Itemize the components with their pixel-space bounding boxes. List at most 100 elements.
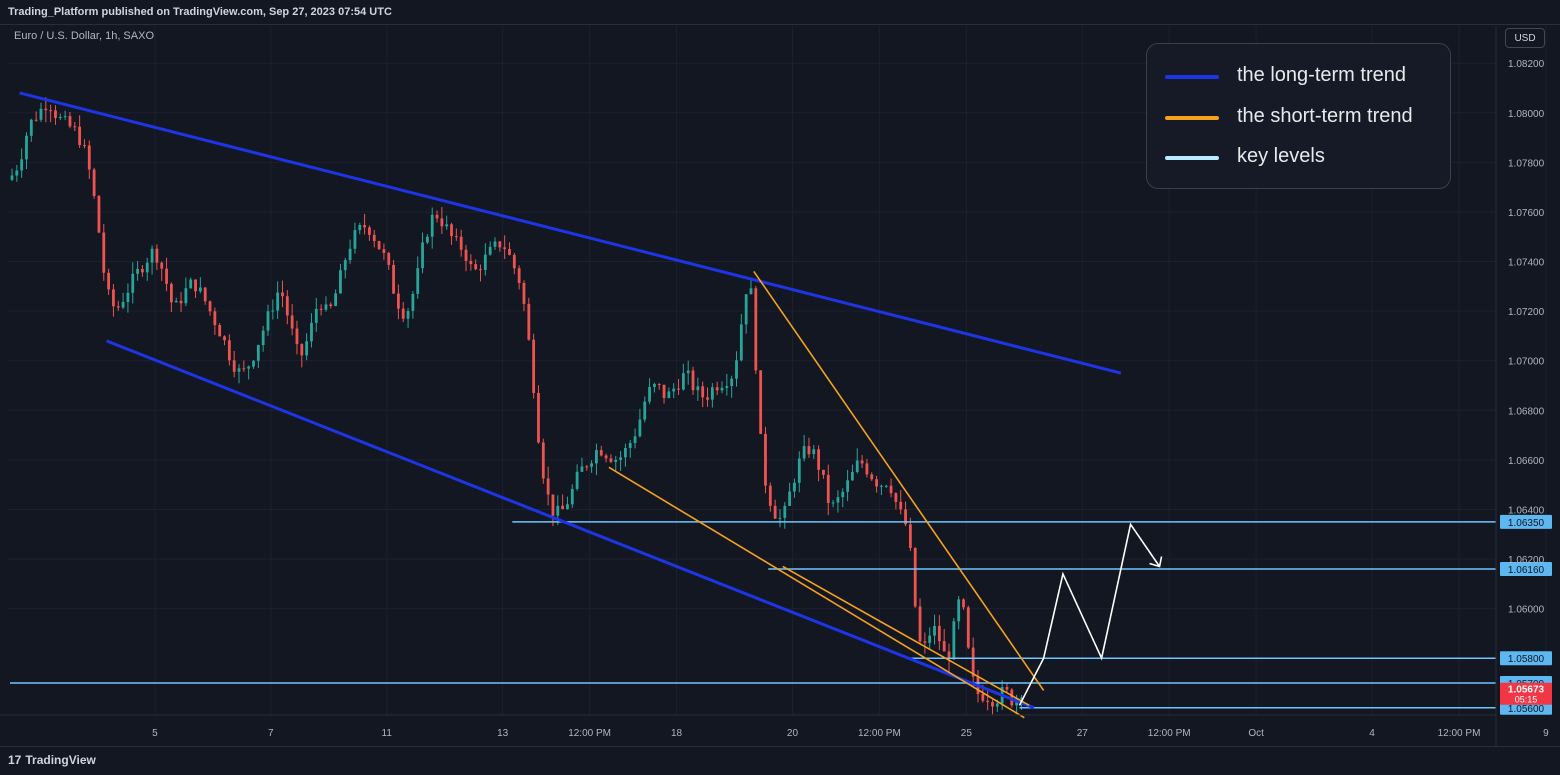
candle-body [160, 262, 164, 269]
candle-body [247, 366, 251, 369]
time-axis: 5 7 11 13 12:00 PM 18 20 12:00 PM 25 27 12:00 PM Oc… [0, 714, 1549, 739]
candle-body [532, 339, 536, 393]
key-level-label: 1.05800 [1508, 654, 1545, 665]
candle-body [904, 509, 907, 525]
legend-swatch-short-term [1165, 116, 1219, 120]
candle-body [599, 450, 603, 456]
candle-body [937, 625, 941, 642]
candle-body [759, 370, 763, 434]
tradingview-logo[interactable]: 17 TradingView [8, 753, 96, 767]
candle-body [445, 224, 449, 227]
candle-body [276, 292, 280, 311]
candle-body [377, 241, 381, 250]
key-level-label: 1.06160 [1508, 565, 1545, 576]
candle-body [846, 480, 849, 492]
candle-body [730, 378, 734, 387]
candle-body [406, 310, 410, 319]
symbol-label: Euro / U.S. Dollar, 1h, SAXO [14, 30, 155, 42]
candle-body [793, 482, 796, 492]
candle-body [768, 485, 772, 506]
candle-body [261, 330, 265, 346]
candle-body [392, 264, 395, 294]
candle-body [865, 463, 869, 475]
candle-body [73, 126, 77, 128]
candle-body [39, 108, 43, 120]
candle-body [735, 360, 738, 379]
projection-line [1018, 522, 1161, 706]
candle-body [271, 310, 275, 312]
candle-body [522, 282, 526, 304]
candle-body [464, 249, 468, 261]
candle-body [884, 485, 888, 487]
candle-body [469, 260, 473, 265]
candle-body [966, 607, 970, 648]
y-tick-label: 1.07600 [1508, 208, 1545, 219]
candle-body [609, 458, 613, 462]
candle-body [256, 345, 260, 361]
candle-body [435, 214, 439, 219]
candle-body [232, 360, 236, 372]
x-tick-label: 12:00 PM [858, 728, 901, 739]
candle-body [179, 300, 183, 304]
candle-body [749, 288, 753, 295]
candle-body [918, 606, 922, 642]
candle-body [1020, 697, 1023, 699]
candle-body [923, 641, 927, 643]
candle-body [237, 368, 241, 372]
candle-body [860, 460, 864, 464]
candle-body [831, 502, 835, 504]
publish-info: Trading_Platform published on TradingVie… [8, 6, 392, 18]
y-tick-label: 1.08000 [1508, 109, 1545, 120]
candle-body [102, 232, 106, 273]
candle-body [880, 485, 883, 487]
x-tick-label: 5 [152, 728, 158, 739]
y-tick-label: 1.07400 [1508, 258, 1545, 269]
key-level-tag [1500, 514, 1552, 529]
candle-body [319, 308, 323, 310]
short-term-trend-line [608, 466, 1025, 719]
candle-body [203, 287, 207, 302]
candle-body [957, 599, 961, 622]
candle-body [826, 474, 830, 503]
candle-body [126, 292, 130, 303]
candle-body [836, 497, 840, 503]
candle-body [29, 119, 33, 136]
candle-body [933, 625, 936, 636]
candle-body [329, 304, 333, 307]
candle-body [778, 517, 782, 519]
y-tick-label: 1.06000 [1508, 605, 1545, 616]
current-price-label: 1.05673 [1508, 685, 1545, 696]
legend-swatch-long-term [1165, 75, 1219, 79]
candle-body [368, 227, 371, 235]
candle-body [512, 254, 516, 269]
candle-body [440, 218, 444, 227]
candle-body [416, 268, 420, 294]
publish-bar: Trading_Platform published on TradingVie… [0, 0, 1560, 25]
x-tick-label: 13 [497, 728, 509, 739]
x-tick-label: 18 [671, 728, 683, 739]
candle-body [657, 383, 661, 385]
candle-body [633, 436, 637, 444]
x-tick-label: 9 [1543, 728, 1549, 739]
candle-body [986, 700, 990, 703]
candle-body [691, 370, 695, 391]
candle-body [411, 293, 415, 311]
candle-body [116, 306, 120, 308]
candle-body [971, 647, 975, 677]
candle-body [841, 491, 845, 498]
candle-body [184, 288, 188, 304]
x-tick-label: 20 [787, 728, 799, 739]
candle-body [25, 135, 28, 160]
candle-body [908, 524, 912, 548]
candle-body [252, 360, 255, 367]
candle-body [585, 466, 589, 468]
currency-button[interactable]: USD [1505, 28, 1545, 48]
candle-body [754, 288, 758, 371]
candle-body [459, 236, 463, 250]
candle-body [112, 289, 115, 307]
candle-body [479, 269, 482, 271]
candle-body [624, 448, 627, 458]
candle-body [295, 328, 299, 345]
candle-body [218, 325, 222, 337]
